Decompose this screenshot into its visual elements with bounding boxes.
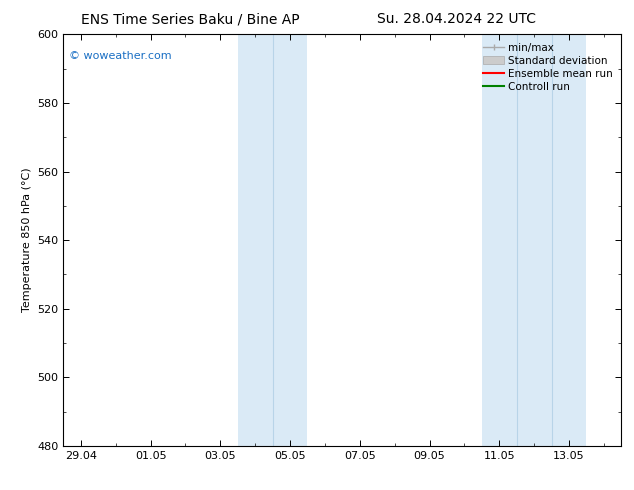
Legend: min/max, Standard deviation, Ensemble mean run, Controll run: min/max, Standard deviation, Ensemble me… — [480, 40, 616, 95]
Text: Su. 28.04.2024 22 UTC: Su. 28.04.2024 22 UTC — [377, 12, 536, 26]
Text: ENS Time Series Baku / Bine AP: ENS Time Series Baku / Bine AP — [81, 12, 299, 26]
Text: © woweather.com: © woweather.com — [69, 51, 172, 61]
Bar — [482, 34, 586, 446]
Y-axis label: Temperature 850 hPa (°C): Temperature 850 hPa (°C) — [22, 168, 32, 313]
Bar — [238, 34, 307, 446]
